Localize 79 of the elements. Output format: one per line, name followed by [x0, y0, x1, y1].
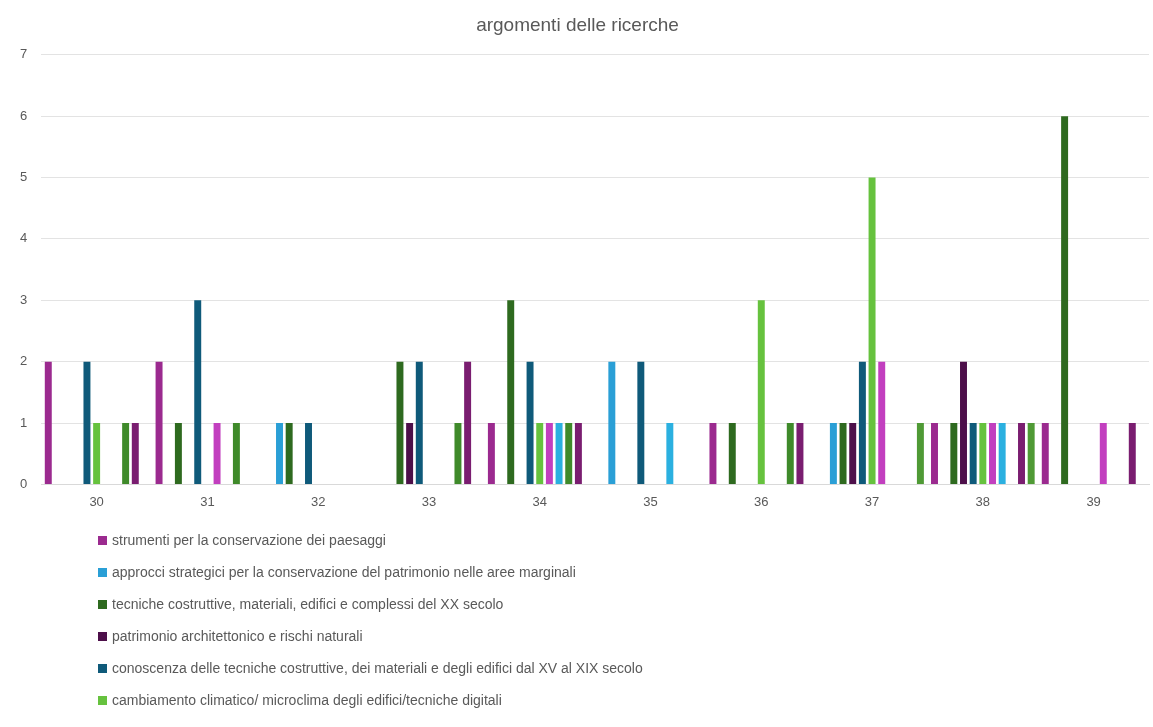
bar [849, 423, 857, 484]
bar [305, 423, 312, 484]
bar [757, 300, 765, 484]
y-tick-label: 4 [20, 230, 28, 246]
x-tick-label: 38 [975, 493, 991, 509]
x-tick-label: 31 [200, 493, 215, 509]
bar [728, 423, 736, 484]
bar [574, 423, 582, 484]
legend-label: tecniche costruttive, materiali, edifici e complessi del XX secolo [112, 596, 504, 612]
bar [979, 423, 987, 484]
bar [1128, 423, 1136, 484]
x-tick-label: 36 [754, 493, 769, 509]
bar [858, 361, 866, 484]
bar [868, 177, 876, 484]
y-tick-label: 3 [20, 291, 28, 307]
y-tick-label: 7 [20, 46, 28, 62]
legend-label: conoscenza delle tecniche costruttive, dei materiali e degli edifici dal XV al XIX secolo [112, 660, 643, 676]
x-tick-label: 39 [1086, 493, 1101, 509]
bar [565, 423, 573, 484]
bar [608, 361, 616, 484]
x-tick-label: 37 [864, 493, 880, 509]
x-tick-label: 30 [89, 493, 104, 509]
legend-label: cambiamento climatico/ microclima degli edifici/tecniche digitali [112, 692, 502, 708]
legend-label: approcci strategici per la conservazione del patrimonio nelle aree marginali [112, 564, 576, 580]
bar [555, 423, 563, 484]
bar [839, 423, 847, 484]
bar [487, 423, 495, 484]
bar [44, 361, 52, 484]
bar [1027, 423, 1035, 484]
x-tick-label: 33 [421, 493, 437, 509]
bar [232, 423, 240, 484]
bar [1041, 423, 1049, 484]
bar [960, 361, 967, 484]
bar [666, 423, 674, 484]
y-tick-label: 5 [20, 169, 28, 185]
bar [507, 300, 515, 484]
bar [406, 423, 414, 484]
bar [174, 423, 182, 484]
bar [829, 423, 837, 484]
bar [83, 361, 91, 484]
bar [931, 423, 938, 484]
bar [536, 423, 544, 484]
bar [454, 423, 462, 484]
bar [1061, 116, 1069, 484]
y-tick-label: 0 [20, 475, 28, 491]
legend-label: strumenti per la conservazione dei paesaggi [112, 532, 386, 548]
bar [950, 423, 958, 484]
bar [93, 423, 101, 484]
bar [1018, 423, 1025, 484]
bar [131, 423, 139, 484]
chart-title: argomenti delle ricerche [476, 13, 679, 35]
bar [122, 423, 130, 484]
bar [786, 423, 794, 484]
bar [796, 423, 804, 484]
y-tick-label: 6 [20, 107, 28, 123]
bar [155, 361, 163, 484]
bar [194, 300, 202, 484]
bar [709, 423, 717, 484]
bar [396, 361, 404, 484]
bar [998, 423, 1006, 484]
bar [415, 361, 423, 484]
bar [637, 361, 645, 484]
bar [285, 423, 293, 484]
bar [213, 423, 221, 484]
bar [989, 423, 996, 484]
x-tick-label: 35 [643, 493, 658, 509]
bar [526, 361, 534, 484]
y-tick-label: 2 [20, 353, 28, 369]
legend-label: patrimonio architettonico e rischi naturali [112, 628, 363, 644]
y-tick-label: 1 [20, 414, 28, 430]
bar [969, 423, 977, 484]
x-tick-label: 32 [310, 493, 326, 509]
bar [1099, 423, 1107, 484]
bar [464, 361, 472, 484]
bar [878, 361, 886, 484]
bar [276, 423, 283, 484]
x-tick-label: 34 [532, 493, 547, 509]
bar [545, 423, 553, 484]
bar [916, 423, 924, 484]
